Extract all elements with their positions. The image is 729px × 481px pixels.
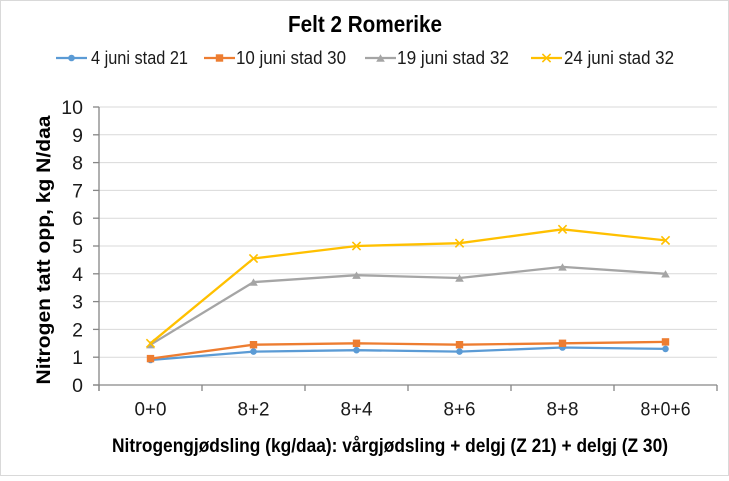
svg-text:8: 8	[72, 153, 83, 175]
svg-text:24 juni stad 32: 24 juni stad 32	[564, 48, 674, 68]
svg-text:5: 5	[72, 236, 83, 258]
svg-text:4: 4	[72, 264, 83, 286]
svg-text:3: 3	[72, 292, 83, 314]
svg-text:0+0: 0+0	[135, 399, 167, 421]
svg-text:8+6: 8+6	[444, 399, 476, 421]
svg-text:4 juni stad 21: 4 juni stad 21	[91, 48, 188, 68]
svg-text:Nitrogengjødsling (kg/daa): vå: Nitrogengjødsling (kg/daa): vårgjødsling…	[112, 434, 668, 457]
svg-text:19 juni stad 32: 19 juni stad 32	[397, 48, 509, 68]
svg-text:8+8: 8+8	[547, 399, 579, 421]
svg-text:8+0+6: 8+0+6	[641, 399, 691, 421]
svg-text:1: 1	[72, 347, 83, 369]
svg-text:0: 0	[72, 375, 83, 397]
svg-text:Nitrogen tatt opp, kg N/daa: Nitrogen tatt opp, kg N/daa	[33, 115, 55, 384]
svg-text:10: 10	[61, 97, 83, 119]
svg-text:Felt 2 Romerike: Felt 2 Romerike	[288, 11, 442, 37]
svg-text:7: 7	[72, 180, 83, 202]
svg-text:9: 9	[72, 125, 83, 147]
svg-text:6: 6	[72, 208, 83, 230]
svg-text:10 juni stad 30: 10 juni stad 30	[236, 48, 346, 68]
svg-text:2: 2	[72, 319, 83, 341]
svg-text:8+2: 8+2	[238, 399, 270, 421]
svg-text:8+4: 8+4	[341, 399, 373, 421]
